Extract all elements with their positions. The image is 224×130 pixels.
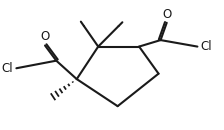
Text: Cl: Cl [2,62,13,75]
Text: O: O [162,8,171,21]
Text: Cl: Cl [200,40,212,53]
Text: O: O [40,30,50,43]
